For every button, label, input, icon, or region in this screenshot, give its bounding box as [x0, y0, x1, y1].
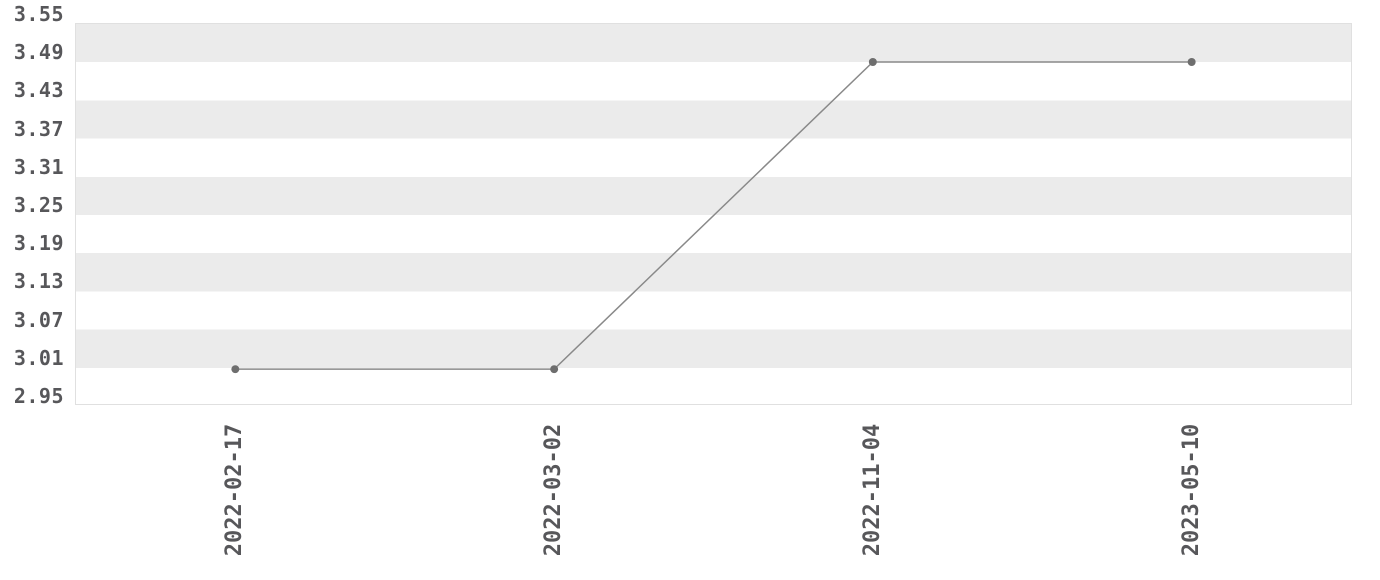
data-point-marker [231, 365, 240, 374]
data-point-marker [1187, 58, 1196, 66]
series-line [235, 61, 1192, 370]
y-axis-tick-label: 3.19 [13, 231, 64, 256]
y-axis-tick-label: 3.37 [13, 116, 64, 141]
data-point-marker [550, 365, 559, 374]
line-series [231, 58, 1196, 374]
x-axis-tick-label: 2022-11-04 [860, 423, 886, 557]
y-axis-tick-label: 3.43 [13, 78, 64, 103]
x-axis-tick-label: 2022-02-17 [221, 423, 247, 557]
y-axis-tick-label: 3.01 [13, 345, 64, 370]
data-point-marker [868, 58, 877, 66]
y-axis-tick-label: 3.13 [13, 269, 64, 294]
y-axis-tick-label: 2.95 [13, 384, 64, 408]
y-axis-tick-label: 3.55 [13, 2, 64, 26]
y-axis-tick-label: 3.07 [13, 307, 64, 332]
y-axis-tick-label: 3.31 [13, 154, 64, 179]
x-axis-tick-label: 2023-05-10 [1179, 423, 1205, 557]
x-axis-tick-label: 2022-03-02 [540, 423, 566, 557]
y-axis-tick-label: 3.25 [13, 193, 64, 217]
y-axis-tick-label: 3.49 [13, 40, 64, 65]
plot-area [75, 23, 1352, 405]
